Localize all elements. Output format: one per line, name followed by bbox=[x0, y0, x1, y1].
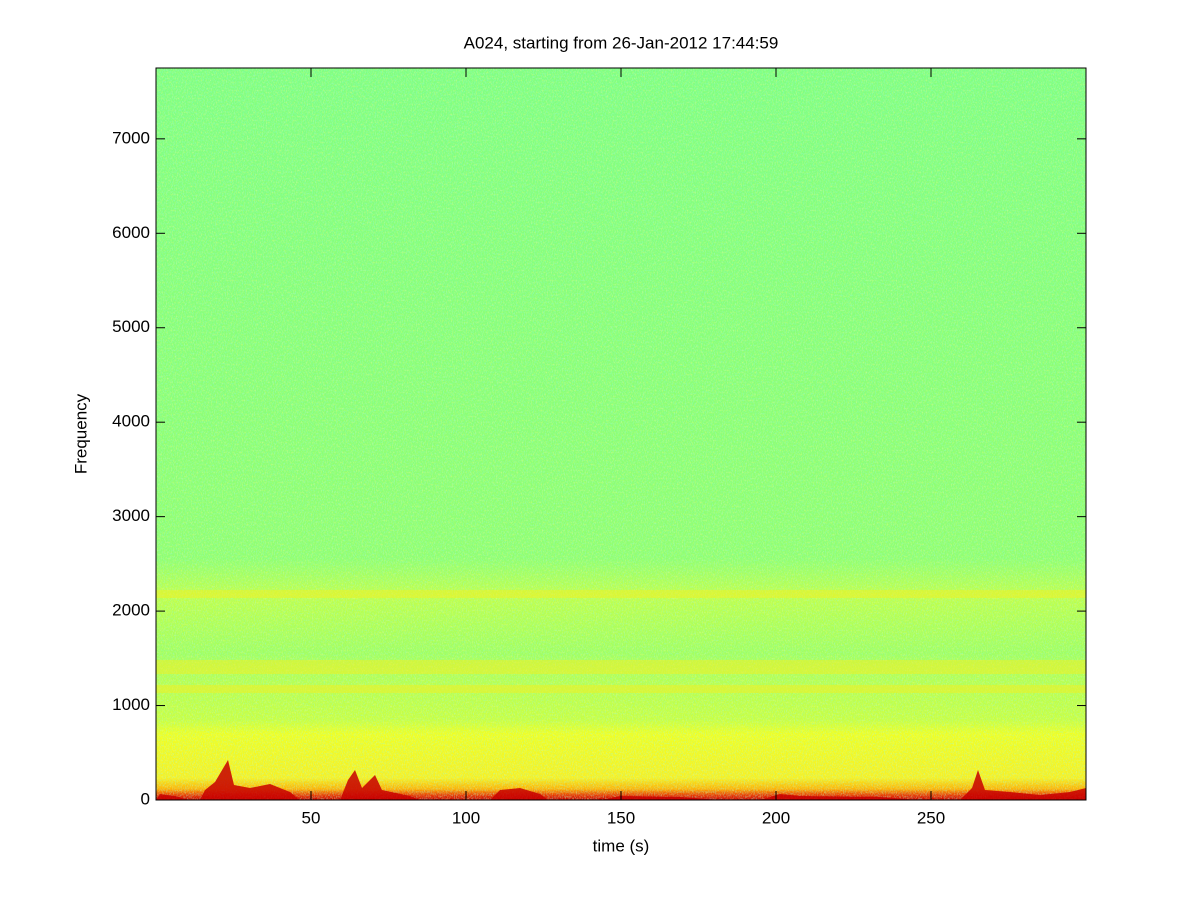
y-tick-label: 5000 bbox=[112, 317, 150, 336]
y-tick-label: 1000 bbox=[112, 695, 150, 714]
x-tick-label: 50 bbox=[302, 808, 321, 827]
y-tick-label: 2000 bbox=[112, 601, 150, 620]
spectrogram-image bbox=[156, 68, 1086, 800]
y-tick-label: 4000 bbox=[112, 412, 150, 431]
x-tick-label: 100 bbox=[452, 808, 480, 827]
y-axis-label: Frequency bbox=[71, 393, 90, 474]
x-tick-label: 200 bbox=[762, 808, 790, 827]
x-tick-label: 150 bbox=[607, 808, 635, 827]
x-axis-label: time (s) bbox=[593, 836, 650, 855]
y-tick-label: 0 bbox=[141, 789, 150, 808]
y-tick-label: 6000 bbox=[112, 223, 150, 242]
y-tick-label: 7000 bbox=[112, 128, 150, 147]
y-tick-label: 3000 bbox=[112, 506, 150, 525]
chart-title: A024, starting from 26-Jan-2012 17:44:59 bbox=[464, 33, 779, 52]
x-tick-label: 250 bbox=[917, 808, 945, 827]
